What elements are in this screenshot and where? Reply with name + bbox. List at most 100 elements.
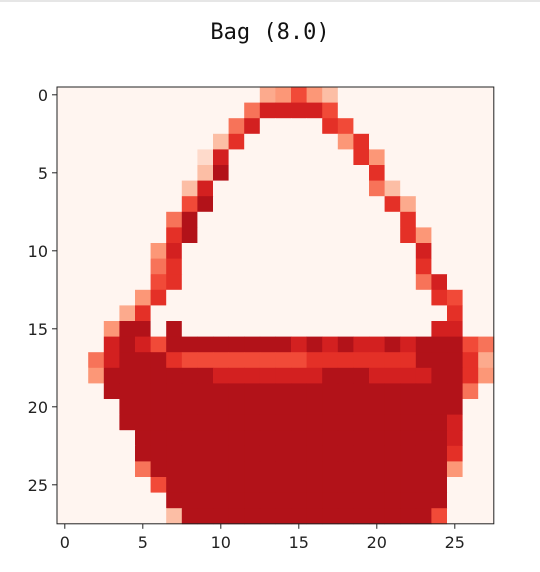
heatmap-cell: [462, 430, 479, 447]
heatmap-cell: [213, 133, 229, 150]
heatmap-cell: [369, 165, 385, 181]
heatmap-cell: [88, 399, 105, 415]
heatmap-cell: [447, 336, 463, 353]
heatmap-cell: [181, 180, 198, 197]
heatmap-cell: [150, 430, 167, 447]
heatmap-cell: [213, 102, 229, 119]
heatmap-cell: [275, 211, 292, 228]
heatmap-cell: [259, 133, 276, 150]
heatmap-cell: [135, 165, 151, 181]
heatmap-cell: [322, 118, 339, 135]
heatmap-cell: [228, 367, 245, 384]
heatmap-cell: [197, 305, 214, 322]
heatmap-cell: [103, 87, 120, 103]
heatmap-cell: [181, 102, 198, 119]
heatmap-cell: [353, 118, 370, 135]
heatmap-cell: [447, 227, 463, 244]
heatmap-cell: [275, 289, 292, 306]
heatmap-cell: [213, 274, 229, 291]
heatmap-cell: [478, 321, 495, 337]
heatmap-cell: [244, 274, 261, 291]
heatmap-cell: [119, 227, 136, 244]
heatmap-cell: [400, 321, 417, 337]
heatmap-cell: [415, 211, 432, 228]
heatmap-cell: [213, 305, 229, 322]
heatmap-cell: [291, 133, 307, 150]
heatmap-cell: [369, 118, 385, 135]
heatmap-cell: [400, 289, 417, 306]
heatmap-cell: [88, 352, 105, 369]
heatmap-cell: [431, 133, 448, 150]
heatmap-cell: [135, 508, 151, 525]
heatmap-cell: [478, 492, 495, 509]
heatmap-cell: [181, 258, 198, 275]
heatmap-cell: [228, 87, 245, 103]
heatmap-cell: [369, 461, 385, 478]
heatmap-cell: [353, 180, 370, 197]
heatmap-cell: [415, 180, 432, 197]
heatmap-cell: [119, 399, 136, 415]
heatmap-cell: [322, 445, 339, 462]
heatmap-cell: [166, 165, 183, 181]
heatmap-cell: [166, 102, 183, 119]
heatmap-cell: [337, 133, 354, 150]
heatmap-cell: [322, 305, 339, 322]
heatmap-cell: [72, 196, 89, 213]
heatmap-cell: [275, 149, 292, 166]
heatmap-cell: [259, 367, 276, 384]
heatmap-cell: [88, 289, 105, 306]
heatmap-cell: [462, 336, 479, 353]
heatmap-cell: [103, 399, 120, 415]
heatmap-cell: [462, 149, 479, 166]
heatmap-cell: [197, 87, 214, 103]
heatmap-cell: [353, 399, 370, 415]
heatmap-cell: [306, 243, 323, 259]
heatmap-cell: [275, 102, 292, 119]
heatmap-cell: [181, 87, 198, 103]
heatmap-cell: [197, 477, 214, 493]
heatmap-cell: [166, 399, 183, 415]
heatmap-cell: [119, 180, 136, 197]
heatmap-cell: [181, 274, 198, 291]
heatmap-cell: [478, 180, 495, 197]
heatmap-cell: [306, 508, 323, 525]
heatmap-cell: [103, 196, 120, 213]
heatmap-cell: [384, 492, 401, 509]
heatmap-cell: [88, 180, 105, 197]
heatmap-cell: [119, 352, 136, 369]
heatmap-cell: [353, 227, 370, 244]
heatmap-cell: [337, 383, 354, 400]
heatmap-cell: [166, 118, 183, 135]
heatmap-cell: [400, 430, 417, 447]
heatmap-cell: [478, 165, 495, 181]
heatmap-cell: [337, 399, 354, 415]
heatmap-cell: [275, 274, 292, 291]
heatmap-cell: [447, 383, 463, 400]
heatmap-cell: [306, 352, 323, 369]
heatmap-cell: [259, 477, 276, 493]
heatmap-cell: [353, 336, 370, 353]
heatmap-cell: [197, 430, 214, 447]
heatmap-cell: [369, 211, 385, 228]
y-tick-label: 25: [28, 476, 48, 495]
heatmap-cell: [57, 258, 73, 275]
heatmap-cell: [291, 289, 307, 306]
heatmap-cell: [57, 430, 73, 447]
heatmap-cell: [384, 383, 401, 400]
heatmap-cell: [181, 430, 198, 447]
heatmap-cell: [322, 352, 339, 369]
heatmap-cell: [431, 305, 448, 322]
heatmap-cell: [181, 289, 198, 306]
heatmap-cell: [228, 196, 245, 213]
heatmap-cell: [306, 492, 323, 509]
heatmap-cell: [150, 87, 167, 103]
heatmap-cell: [275, 352, 292, 369]
heatmap-cell: [306, 258, 323, 275]
heatmap-cell: [228, 165, 245, 181]
heatmap-cell: [275, 383, 292, 400]
heatmap-cell: [275, 87, 292, 103]
heatmap-cell: [431, 492, 448, 509]
heatmap-cell: [244, 414, 261, 431]
heatmap-cell: [353, 133, 370, 150]
heatmap-cell: [72, 477, 89, 493]
